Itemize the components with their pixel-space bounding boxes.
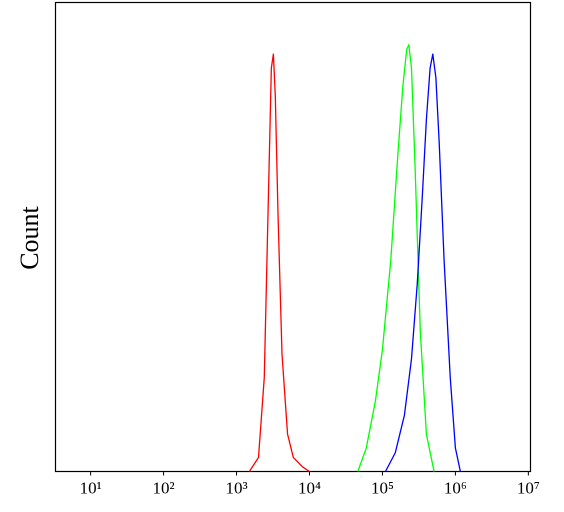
histogram-line <box>357 44 435 472</box>
x-tick-label: 10¹ <box>80 478 102 497</box>
histogram-line <box>384 53 462 472</box>
x-tick-label: 10⁵ <box>371 478 394 497</box>
y-axis-label: Count <box>15 205 44 269</box>
x-tick-label: 10⁴ <box>298 478 321 497</box>
x-tick-label: 10³ <box>225 478 247 497</box>
x-tick-label: 10⁷ <box>517 478 540 497</box>
histogram-line <box>248 53 310 473</box>
x-tick-label: 10² <box>153 478 175 497</box>
plot-frame <box>54 1 532 473</box>
x-tick-label: 10⁶ <box>444 478 467 497</box>
